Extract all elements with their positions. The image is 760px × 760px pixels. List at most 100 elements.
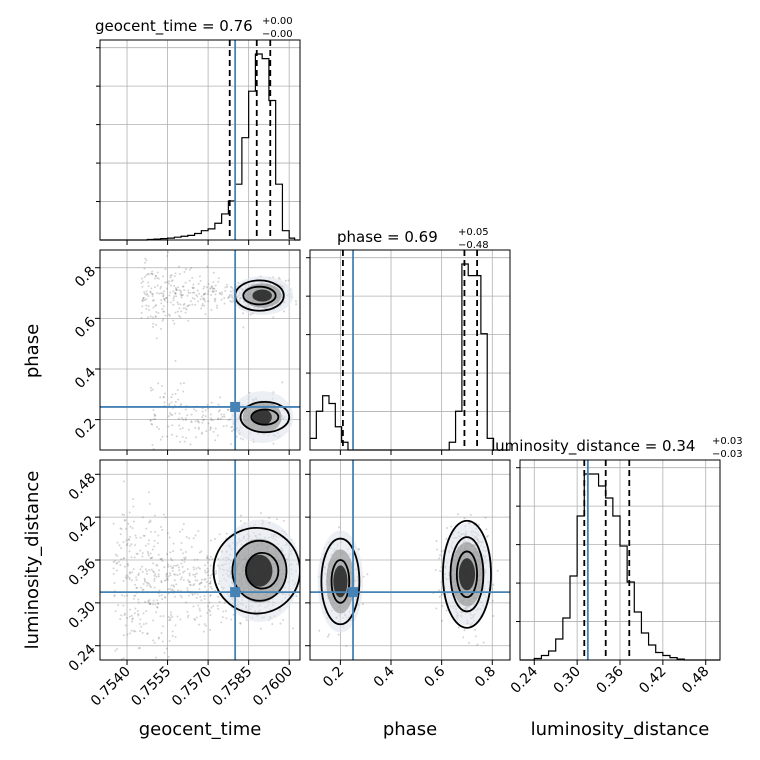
ylabel-luminosity-distance: luminosity_distance (22, 471, 43, 650)
sample-point (213, 287, 216, 290)
sample-point (138, 646, 141, 649)
sample-point (152, 325, 155, 328)
sample-point (128, 538, 131, 541)
sample-point (154, 315, 157, 318)
sample-point (307, 610, 309, 612)
sample-point (186, 414, 189, 417)
sample-point (182, 303, 185, 306)
sample-point (206, 286, 209, 289)
sample-point (212, 430, 215, 433)
sample-point (141, 589, 144, 592)
sample-point (145, 307, 148, 310)
truth-marker (348, 587, 359, 598)
sample-point (239, 520, 242, 523)
sample-point (259, 512, 262, 515)
sample-point (201, 304, 204, 307)
sample-point (259, 627, 262, 630)
sample-point (170, 584, 173, 587)
sample-point (180, 310, 183, 313)
sample-point (146, 581, 149, 584)
sample-point (147, 554, 150, 557)
sample-point (157, 277, 160, 280)
density-layer (307, 513, 499, 648)
sample-point (122, 604, 125, 607)
sample-point (115, 569, 118, 572)
sample-point (144, 600, 147, 603)
sample-point (206, 561, 209, 564)
sample-point (149, 419, 152, 422)
sample-point (128, 550, 131, 553)
sample-point (147, 316, 150, 319)
sample-point (146, 632, 149, 635)
sample-point (456, 513, 459, 516)
sample-point (147, 285, 150, 288)
sample-point (281, 381, 284, 384)
sample-point (169, 616, 172, 619)
title-luminosity-distance: luminosity_distance = 0.34 (491, 437, 695, 456)
sample-point (305, 546, 307, 548)
sample-point (176, 310, 179, 313)
sample-point (203, 304, 206, 307)
sample-point (156, 292, 159, 295)
sample-point (177, 589, 180, 592)
sample-point (157, 636, 160, 639)
sample-point (163, 290, 166, 293)
sample-point (193, 291, 196, 294)
sample-point (201, 416, 204, 419)
sample-point (179, 404, 182, 407)
sample-point (199, 595, 202, 598)
title-luminosity-distance-upper: +0.03 (712, 436, 743, 447)
sample-point (185, 436, 188, 439)
sample-point (217, 607, 220, 610)
sample-point (180, 296, 183, 299)
sample-point (197, 426, 200, 429)
sample-point (175, 435, 178, 438)
sample-point (195, 572, 198, 575)
sample-point (192, 566, 195, 569)
panel-frame (99, 249, 301, 451)
sample-point (135, 666, 137, 668)
sample-point (200, 550, 203, 553)
y-tick-label: 0.30 (66, 599, 99, 632)
title-geocent-time-lower: −0.00 (262, 29, 293, 40)
sample-point (147, 600, 150, 603)
sample-point (165, 296, 168, 299)
sample-point (220, 298, 223, 301)
sample-point (137, 647, 140, 650)
sample-point (169, 413, 172, 416)
sample-point (168, 536, 171, 539)
sample-point (463, 517, 466, 520)
y-tick-label: 0.42 (66, 513, 99, 546)
sample-point (129, 571, 132, 574)
sample-point (235, 435, 238, 438)
sample-point (139, 536, 142, 539)
sample-point (160, 299, 163, 302)
contour-line (455, 550, 478, 599)
sample-point (156, 606, 159, 609)
sample-point (276, 518, 279, 521)
sample-point (186, 589, 189, 592)
sample-point (279, 622, 282, 625)
sample-point (214, 300, 217, 303)
sample-point (132, 597, 135, 600)
sample-point (144, 544, 147, 547)
sample-point (135, 587, 138, 590)
title-luminosity-distance-lower: −0.03 (712, 449, 743, 460)
sample-point (167, 280, 170, 283)
sample-point (148, 308, 151, 311)
sample-point (154, 274, 157, 277)
sample-point (209, 428, 212, 431)
sample-point (162, 318, 165, 321)
sample-point (146, 550, 149, 553)
sample-point (172, 290, 175, 293)
sample-point (209, 564, 212, 567)
sample-point (153, 641, 156, 644)
sample-point (491, 599, 494, 602)
sample-point (177, 286, 180, 289)
sample-point (178, 424, 181, 427)
sample-point (119, 533, 122, 536)
sample-point (150, 557, 153, 560)
sample-point (224, 289, 227, 292)
sample-point (214, 439, 217, 442)
sample-point (148, 585, 151, 588)
